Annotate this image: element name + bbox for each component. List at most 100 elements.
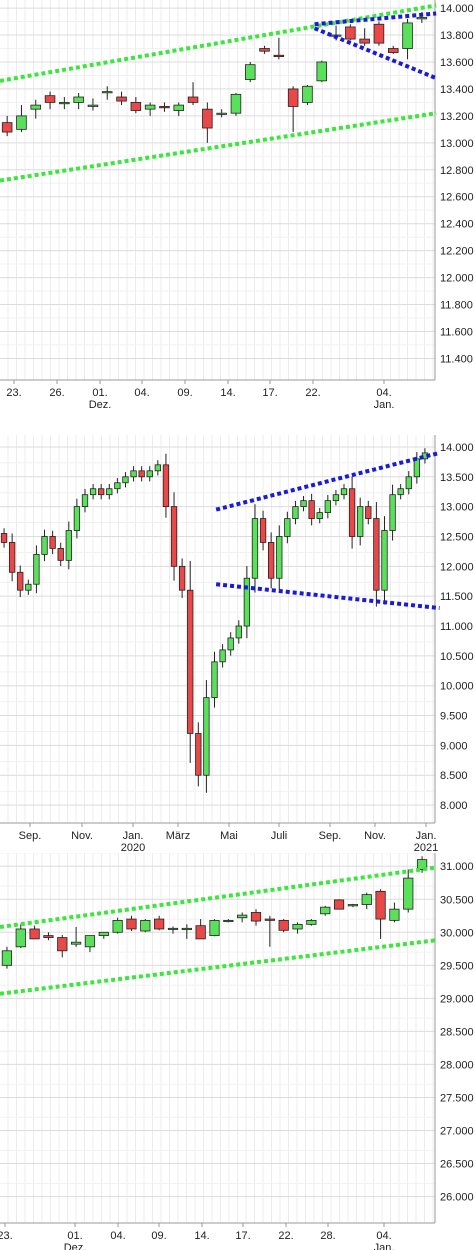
candle-body: [1, 950, 13, 966]
x-tick-sublabel: Dez.: [89, 399, 112, 411]
candle-body: [397, 488, 404, 496]
candle-body: [154, 918, 165, 930]
candle-body: [146, 470, 153, 478]
x-tick-label: 17.: [235, 1230, 250, 1242]
candle-body: [211, 661, 218, 699]
x-tick-label: Sep.: [319, 830, 342, 842]
y-tick-label: 26.000: [440, 1192, 474, 1204]
candle-body: [306, 919, 317, 925]
candle-body: [49, 536, 56, 549]
candle-body: [227, 637, 234, 651]
x-tick-label: 17.: [262, 387, 277, 399]
plot-area: [0, 853, 435, 1223]
candle-body: [84, 935, 96, 948]
trendline: [215, 582, 440, 611]
candle-body: [251, 518, 259, 579]
candle-body: [316, 512, 323, 519]
candle-body: [203, 697, 210, 776]
candle-body: [361, 894, 372, 905]
candle-body: [292, 923, 303, 930]
candle-body: [59, 102, 70, 105]
x-tick-label: 14.: [194, 1230, 209, 1242]
y-tick-label: 12.400: [440, 219, 474, 231]
y-tick-label: 12.200: [440, 246, 474, 258]
y-tick-label: 12.500: [440, 531, 474, 543]
candle-body: [65, 530, 72, 561]
y-tick-label: 12.000: [440, 273, 474, 285]
trendline: [0, 938, 437, 996]
candle-body: [389, 494, 396, 531]
candle-body: [216, 112, 227, 115]
y-tick-label: 13.500: [440, 472, 474, 484]
y-tick-label: 9.000: [440, 740, 468, 752]
x-tick-label: 01.: [92, 387, 107, 399]
candle-body: [73, 96, 84, 103]
candle-body: [237, 914, 248, 919]
candle-body: [357, 506, 364, 537]
y-tick-label: 10.000: [440, 681, 474, 693]
candle-body: [402, 22, 413, 49]
x-tick-label: 09.: [177, 387, 192, 399]
y-tick-label: 12.800: [440, 165, 474, 177]
x-tick-sublabel: Jan.: [374, 1242, 395, 1250]
candle-body: [202, 108, 213, 129]
candle-body: [81, 494, 89, 508]
x-tick-label: 28.: [320, 1230, 335, 1242]
candle-body: [389, 908, 400, 921]
x-tick-label: 04.: [376, 387, 391, 399]
candle-body: [101, 91, 113, 94]
x-tick-label: Jan.: [123, 830, 144, 842]
candle-body: [387, 48, 399, 53]
candle-body: [403, 877, 414, 910]
candle-body: [287, 88, 299, 107]
candlestick-chart-1: 11.400 11.600 11.800 12.000 12.200 12.400 12.6…: [0, 0, 474, 411]
candle-body: [106, 488, 113, 496]
candle-body: [187, 96, 199, 103]
x-tick-sublabel: 2020: [121, 842, 145, 853]
y-tick-label: 27.000: [440, 1126, 474, 1138]
x-tick-label: Nov.: [364, 830, 386, 842]
candle-body: [230, 93, 242, 114]
trendline: [0, 111, 437, 183]
candle-body: [116, 96, 127, 102]
candle-body: [138, 470, 145, 478]
candle-body: [332, 494, 340, 502]
x-tick-label: 14.: [220, 387, 235, 399]
candle-body: [98, 488, 105, 496]
y-tick-label: 13.600: [440, 57, 474, 69]
candle-body: [347, 904, 358, 907]
candle-body: [98, 931, 109, 936]
candle-body: [405, 476, 412, 490]
candle-body: [154, 464, 161, 472]
y-tick-label: 10.500: [440, 651, 474, 663]
candle-body: [235, 625, 242, 639]
y-tick-label: 12.600: [440, 192, 474, 204]
candle-body: [268, 542, 275, 579]
candle-body: [244, 64, 256, 80]
candle-body: [170, 506, 178, 567]
candle-body: [87, 104, 99, 107]
candle-body: [365, 506, 372, 519]
candle-body: [162, 464, 170, 508]
candle-body: [25, 583, 32, 591]
trendline: [0, 3, 437, 83]
candle-body: [0, 533, 8, 543]
candle-body: [359, 38, 370, 44]
y-tick-label: 26.500: [440, 1159, 474, 1171]
y-tick-label: 27.500: [440, 1092, 474, 1104]
candle-body: [302, 85, 313, 103]
candle-body: [173, 104, 185, 111]
y-tick-label: 13.000: [440, 502, 474, 514]
candle-body: [159, 106, 170, 109]
x-tick-label: März: [166, 830, 190, 842]
chart-panel-3: 26.000 26.500 27.000 27.500 28.000 28.500 29.0…: [0, 853, 475, 1250]
candle-body: [413, 458, 421, 478]
y-tick-label: 13.200: [440, 111, 474, 123]
candle-body: [71, 941, 82, 945]
candle-body: [276, 536, 283, 579]
candle-body: [181, 927, 192, 931]
candle-body: [112, 919, 123, 933]
candle-body: [57, 548, 64, 561]
y-tick-label: 12.000: [440, 561, 474, 573]
candle-body: [167, 927, 179, 930]
